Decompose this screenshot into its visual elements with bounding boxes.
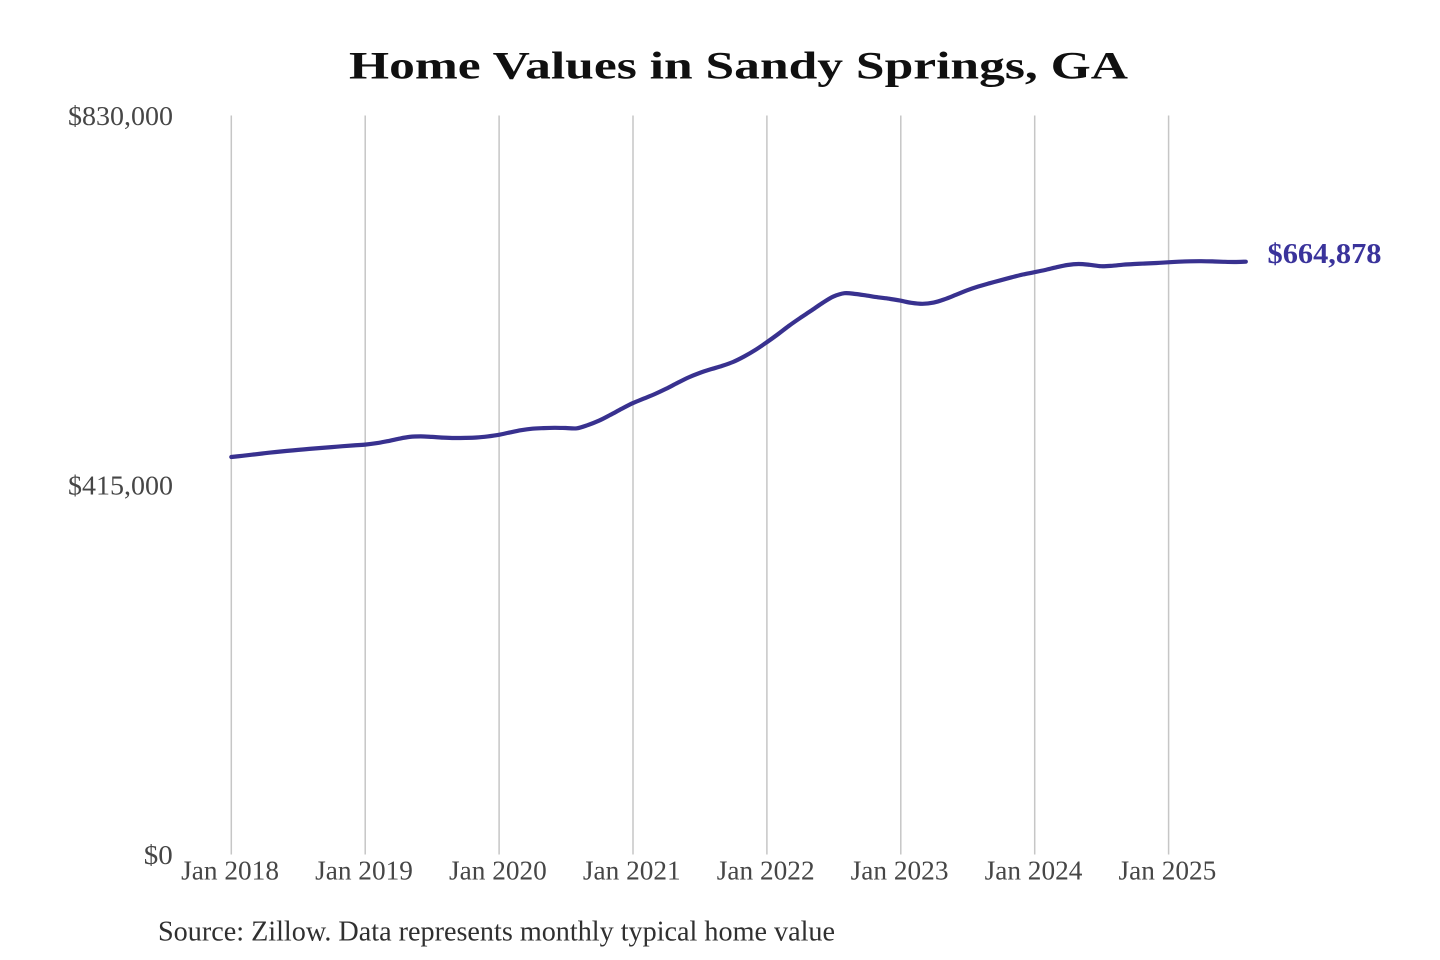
svg-text:$415,000: $415,000 xyxy=(68,471,173,501)
svg-text:Jan 2024: Jan 2024 xyxy=(985,856,1083,886)
svg-text:$830,000: $830,000 xyxy=(68,101,173,131)
svg-text:Home Values in Sandy Springs,: Home Values in Sandy Springs, GA xyxy=(349,44,1129,88)
svg-text:Jan 2018: Jan 2018 xyxy=(181,856,279,886)
svg-text:Jan 2023: Jan 2023 xyxy=(851,856,949,886)
svg-text:Jan 2019: Jan 2019 xyxy=(315,856,413,886)
svg-text:$0: $0 xyxy=(144,840,173,870)
svg-text:Jan 2021: Jan 2021 xyxy=(583,856,681,886)
svg-text:Source: Zillow. Data represent: Source: Zillow. Data represents monthly … xyxy=(158,916,835,947)
svg-text:Jan 2025: Jan 2025 xyxy=(1119,856,1217,886)
svg-text:$664,878: $664,878 xyxy=(1268,239,1382,270)
svg-text:Jan 2022: Jan 2022 xyxy=(717,856,815,886)
svg-text:Jan 2020: Jan 2020 xyxy=(449,856,547,886)
